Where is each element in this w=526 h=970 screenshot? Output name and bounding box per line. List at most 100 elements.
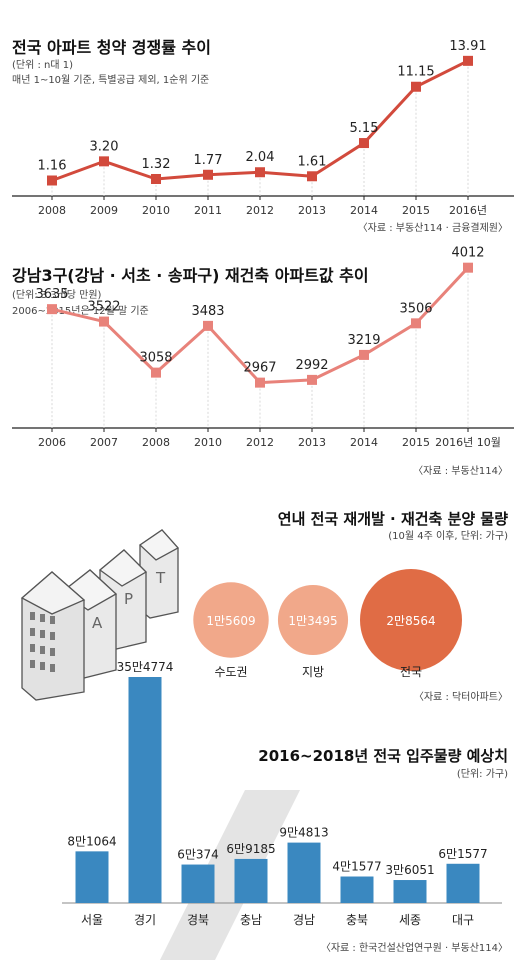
chart2-plot: 3635 2006 3522 2007 3058 2008 3483 2010 2967 2012… bbox=[12, 246, 514, 449]
bar-value-label: 35만4774 bbox=[117, 660, 174, 674]
x-tick-label: 2006 bbox=[38, 436, 66, 449]
x-tick-label: 2015 bbox=[402, 204, 430, 217]
data-point bbox=[463, 55, 473, 66]
bubble bbox=[360, 569, 462, 671]
chart4-title: 2016~2018년 전국 입주물량 예상치 bbox=[258, 747, 508, 765]
data-point bbox=[203, 320, 213, 331]
x-tick-label: 2010 bbox=[194, 436, 222, 449]
bar bbox=[181, 864, 215, 903]
bar-value-label: 6만374 bbox=[177, 848, 219, 862]
data-point bbox=[151, 367, 161, 378]
data-label: 3506 bbox=[399, 301, 432, 316]
x-tick-label: 2016년 bbox=[449, 204, 487, 217]
data-label: 3635 bbox=[35, 287, 68, 302]
data-point bbox=[99, 156, 109, 167]
bar bbox=[393, 880, 427, 903]
bubble-category-label: 전국 bbox=[400, 665, 422, 679]
data-label: 3483 bbox=[191, 304, 224, 319]
data-point bbox=[99, 316, 109, 327]
chart2-title: 강남3구(강남 · 서초 · 송파구) 재건축 아파트값 추이 bbox=[12, 266, 369, 285]
x-tick-label: 2013 bbox=[298, 204, 326, 217]
x-tick-label: 2007 bbox=[90, 436, 118, 449]
chart1-unit: (단위 : n대 1) bbox=[12, 60, 74, 71]
x-tick-label: 2016년 10월 bbox=[435, 436, 501, 449]
building-front-icon bbox=[20, 571, 86, 701]
data-point bbox=[47, 304, 57, 315]
bubble-category-label: 수도권 bbox=[214, 665, 247, 679]
bubble-value-label: 1만3495 bbox=[288, 614, 337, 628]
chart3-unit: (10월 4주 이후, 단위: 가구) bbox=[388, 531, 508, 542]
data-label: 5.15 bbox=[350, 121, 379, 136]
bar-category-label: 경기 bbox=[134, 913, 156, 927]
data-point bbox=[307, 374, 317, 385]
x-tick-label: 2008 bbox=[38, 204, 66, 217]
x-tick-label: 2014 bbox=[350, 436, 378, 449]
data-label: 2967 bbox=[243, 361, 276, 376]
x-tick-label: 2008 bbox=[142, 436, 170, 449]
data-point bbox=[463, 262, 473, 273]
illustration-letter-t: T bbox=[155, 569, 166, 587]
data-label: 2.04 bbox=[246, 150, 275, 165]
chart3-source: 〈자료 : 닥터아파트〉 bbox=[413, 692, 508, 703]
illustration-letter-p: P bbox=[124, 590, 133, 608]
data-label: 1.32 bbox=[142, 157, 171, 172]
illustration-letter-a: A bbox=[92, 614, 103, 632]
chart4-source: 〈자료 : 한국건설산업연구원 · 부동산114〉 bbox=[320, 943, 508, 954]
building-t-icon bbox=[138, 529, 180, 619]
data-label: 11.15 bbox=[397, 65, 434, 80]
bar-value-label: 9만4813 bbox=[279, 826, 328, 840]
bubble bbox=[277, 584, 349, 656]
bar-value-label: 3만6051 bbox=[385, 863, 434, 877]
data-label: 3522 bbox=[87, 300, 120, 315]
bar bbox=[234, 858, 268, 903]
bar bbox=[128, 677, 162, 903]
bar-value-label: 6만9185 bbox=[226, 842, 275, 856]
data-point bbox=[151, 173, 161, 184]
bar-category-label: 대구 bbox=[452, 913, 474, 927]
chart1-source: 〈자료 : 부동산114 · 금융결제원〉 bbox=[357, 223, 508, 234]
bar-value-label: 4만1577 bbox=[332, 860, 381, 874]
x-tick-label: 2012 bbox=[246, 436, 274, 449]
bar-category-label: 충북 bbox=[346, 913, 368, 927]
data-label: 1.16 bbox=[38, 158, 67, 173]
data-label: 13.91 bbox=[449, 39, 486, 54]
chart1-plot: 1.16 2008 3.20 2009 1.32 2010 1.77 2011 2.04 2012… bbox=[12, 39, 514, 217]
chart3-plot: 1만5609 수도권 1만3495 지방 2만8564 전국 bbox=[193, 569, 462, 679]
data-point bbox=[47, 175, 57, 186]
data-label: 3.20 bbox=[90, 139, 119, 154]
bar bbox=[446, 863, 480, 903]
data-point bbox=[359, 138, 369, 149]
bar-category-label: 경남 bbox=[293, 913, 315, 927]
chart2-note: 2006~2015년은 12월 말 기준 bbox=[12, 306, 149, 317]
chart4-unit: (단위: 가구) bbox=[456, 769, 508, 780]
data-point bbox=[359, 349, 369, 360]
bubble-category-label: 지방 bbox=[302, 665, 324, 679]
data-label: 3058 bbox=[139, 351, 172, 366]
data-point bbox=[203, 169, 213, 180]
data-label: 4012 bbox=[451, 246, 484, 261]
bar bbox=[287, 842, 321, 903]
x-tick-label: 2014 bbox=[350, 204, 378, 217]
bubble-value-label: 1만5609 bbox=[206, 614, 255, 628]
data-label: 3219 bbox=[347, 333, 380, 348]
bubble bbox=[193, 582, 269, 658]
chart1-note: 매년 1~10월 기준, 특별공급 제외, 1순위 기준 bbox=[12, 75, 210, 86]
x-tick-label: 2013 bbox=[298, 436, 326, 449]
chart3-title: 연내 전국 재개발 · 재건축 분양 물량 bbox=[277, 510, 508, 528]
x-tick-label: 2009 bbox=[90, 204, 118, 217]
bar bbox=[340, 876, 374, 903]
data-point bbox=[307, 171, 317, 182]
chart2-source: 〈자료 : 부동산114〉 bbox=[413, 466, 508, 477]
bar-category-label: 서울 bbox=[81, 913, 103, 927]
x-tick-label: 2010 bbox=[142, 204, 170, 217]
x-tick-label: 2012 bbox=[246, 204, 274, 217]
bubble-value-label: 2만8564 bbox=[386, 614, 435, 628]
x-tick-label: 2015 bbox=[402, 436, 430, 449]
bar-value-label: 6만1577 bbox=[438, 847, 487, 861]
bar-category-label: 세종 bbox=[399, 913, 421, 927]
data-label: 1.77 bbox=[194, 153, 223, 168]
chart2-unit: (단위: 3.3㎡당 만원) bbox=[12, 290, 102, 301]
bar bbox=[75, 851, 109, 903]
